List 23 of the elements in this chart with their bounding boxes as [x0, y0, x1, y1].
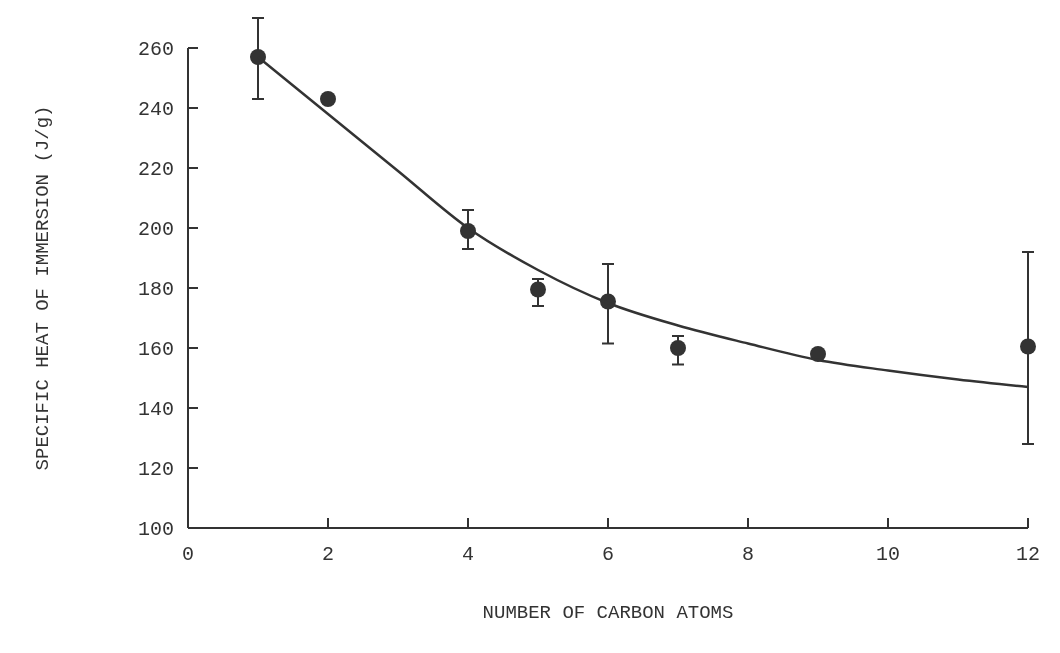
point [320, 91, 336, 107]
y-tick-label: 240 [137, 98, 174, 121]
y-tick-label: 100 [137, 518, 174, 541]
y-axis-title: SPECIFIC HEAT OF IMMERSION (J/g) [32, 105, 54, 471]
y-tick-label: 200 [137, 218, 174, 241]
y-tick-label: 180 [137, 278, 174, 301]
x-tick-label: 0 [181, 543, 195, 566]
y-tick-label: 120 [137, 458, 174, 481]
x-tick-label: 2 [321, 543, 335, 566]
x-tick-label: 10 [875, 543, 901, 566]
x-tick-label: 8 [741, 543, 755, 566]
y-tick-label: 220 [137, 158, 174, 181]
y-tick-label: 140 [137, 398, 174, 421]
point [530, 281, 546, 298]
point [1020, 338, 1036, 355]
x-tick-label: 12 [1015, 543, 1041, 566]
point [250, 49, 266, 65]
x-axis-title: NUMBER OF CARBON ATOMS [482, 602, 734, 624]
y-tick-label: 160 [137, 338, 174, 361]
x-tick-label: 6 [601, 543, 615, 566]
y-tick-label: 260 [137, 38, 174, 61]
point [670, 340, 686, 356]
x-tick-label: 4 [461, 543, 475, 566]
